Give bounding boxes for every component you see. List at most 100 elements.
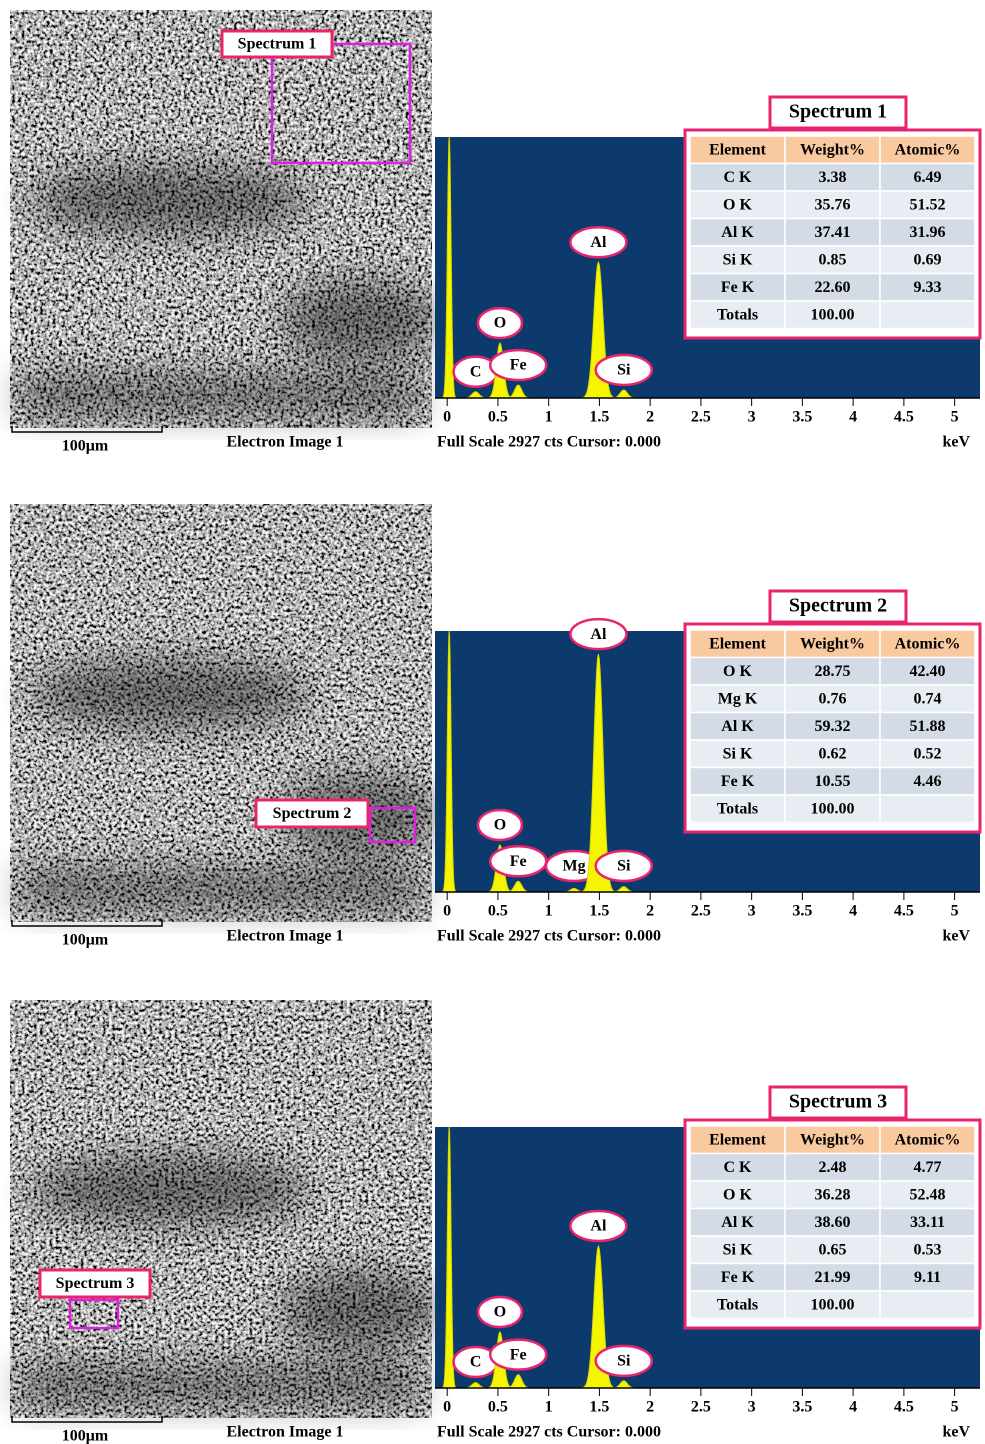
image-caption: Electron Image 1	[226, 434, 343, 451]
figure: Spectrum 1100μmElectron Image 1COFeAlSi0…	[0, 0, 985, 1444]
dark-band	[20, 869, 420, 909]
dark-band	[280, 1270, 440, 1350]
cell-text: 3.38	[819, 169, 847, 186]
cell-text: 100.00	[811, 1296, 855, 1313]
cell-text: 28.75	[815, 663, 851, 680]
cell-text: Fe K	[721, 279, 755, 296]
x-tick-label: 4.5	[894, 903, 914, 920]
peak-label: O	[494, 315, 506, 332]
peak-label: Si	[617, 858, 631, 875]
table-cell	[880, 795, 975, 823]
column-header: Weight%	[800, 1131, 865, 1148]
cell-text: Al K	[721, 224, 754, 241]
x-tick-label: 3	[748, 903, 756, 920]
cell-text: C K	[724, 169, 753, 186]
peak-label: Al	[590, 234, 607, 251]
x-tick-label: 5	[951, 409, 959, 426]
x-tick-label: 3.5	[792, 409, 812, 426]
x-unit: keV	[942, 1424, 970, 1441]
dark-band	[20, 375, 420, 415]
x-tick-label: 0.5	[488, 1399, 508, 1416]
panel: Spectrum 2100μmElectron Image 1OFeMgAlSi…	[10, 504, 980, 949]
scale-bar-label: 100μm	[62, 932, 109, 949]
cell-text: 0.62	[819, 745, 847, 762]
column-header: Weight%	[800, 635, 865, 652]
x-unit: keV	[942, 928, 970, 945]
cell-text: Fe K	[721, 1269, 755, 1286]
region-label: Spectrum 3	[56, 1275, 135, 1292]
cell-text: 35.76	[815, 196, 851, 213]
x-tick-label: 5	[951, 1399, 959, 1416]
cell-text: Al K	[721, 1214, 754, 1231]
peak-label: O	[494, 817, 506, 834]
x-tick-label: 4	[849, 903, 857, 920]
region-label: Spectrum 2	[273, 805, 352, 822]
dark-band	[30, 165, 310, 235]
cell-text: C K	[724, 1159, 753, 1176]
cell-text: 10.55	[815, 773, 851, 790]
x-tick-label: 1	[545, 409, 553, 426]
x-tick-label: 0	[443, 903, 451, 920]
spectrum-title: Spectrum 1	[789, 101, 887, 123]
cell-text: Totals	[717, 800, 758, 817]
cell-text: 9.33	[914, 279, 942, 296]
x-unit: keV	[942, 434, 970, 451]
cell-text: Si K	[723, 251, 753, 268]
x-tick-label: 4	[849, 1399, 857, 1416]
peak-label: Al	[590, 1218, 607, 1235]
x-tick-label: 0.5	[488, 903, 508, 920]
page: Spectrum 1100μmElectron Image 1COFeAlSi0…	[0, 0, 985, 1444]
x-tick-label: 2	[646, 409, 654, 426]
x-tick-label: 2.5	[691, 1399, 711, 1416]
x-tick-label: 2.5	[691, 409, 711, 426]
cell-text: 100.00	[811, 800, 855, 817]
x-tick-label: 2	[646, 1399, 654, 1416]
x-tick-label: 1	[545, 1399, 553, 1416]
dark-band	[20, 1365, 420, 1405]
x-tick-label: 2.5	[691, 903, 711, 920]
cell-text: 9.11	[914, 1269, 941, 1286]
cell-text: Si K	[723, 1241, 753, 1258]
cell-text: 0.85	[819, 251, 847, 268]
spectrum-footer: Full Scale 2927 cts Cursor: 0.000	[437, 1424, 661, 1441]
cell-text: 36.28	[815, 1186, 851, 1203]
cell-text: 31.96	[910, 224, 946, 241]
cell-text: 2.48	[819, 1159, 847, 1176]
column-header: Element	[709, 1131, 767, 1148]
x-tick-label: 4.5	[894, 409, 914, 426]
cell-text: 52.48	[910, 1186, 946, 1203]
spectrum-title: Spectrum 2	[789, 595, 887, 617]
peak-label: O	[494, 1304, 506, 1321]
x-tick-label: 0	[443, 1399, 451, 1416]
cell-text: Totals	[717, 1296, 758, 1313]
image-caption: Electron Image 1	[226, 1424, 343, 1441]
table-cell	[880, 301, 975, 329]
x-tick-label: 1.5	[589, 409, 609, 426]
cell-text: 0.65	[819, 1241, 847, 1258]
x-tick-label: 5	[951, 903, 959, 920]
cell-text: 0.52	[914, 745, 942, 762]
cell-text: O K	[723, 1186, 752, 1203]
dark-band	[30, 659, 310, 729]
peak-label: C	[470, 1354, 482, 1371]
x-tick-label: 4	[849, 409, 857, 426]
cell-text: 4.46	[914, 773, 942, 790]
peak-label: Mg	[562, 858, 585, 875]
x-tick-label: 3	[748, 1399, 756, 1416]
spectrum-footer: Full Scale 2927 cts Cursor: 0.000	[437, 434, 661, 451]
cell-text: 0.53	[914, 1241, 942, 1258]
cell-text: 0.76	[819, 690, 847, 707]
scale-bar-label: 100μm	[62, 438, 109, 455]
x-tick-label: 1.5	[589, 1399, 609, 1416]
cell-text: 37.41	[815, 224, 851, 241]
cell-text: 0.69	[914, 251, 942, 268]
cell-text: 0.74	[914, 690, 942, 707]
region-label: Spectrum 1	[238, 36, 317, 53]
cell-text: 42.40	[910, 663, 946, 680]
scale-bar-label: 100μm	[62, 1428, 109, 1444]
x-tick-label: 0.5	[488, 409, 508, 426]
dark-band	[30, 1155, 310, 1225]
x-tick-label: 1.5	[589, 903, 609, 920]
